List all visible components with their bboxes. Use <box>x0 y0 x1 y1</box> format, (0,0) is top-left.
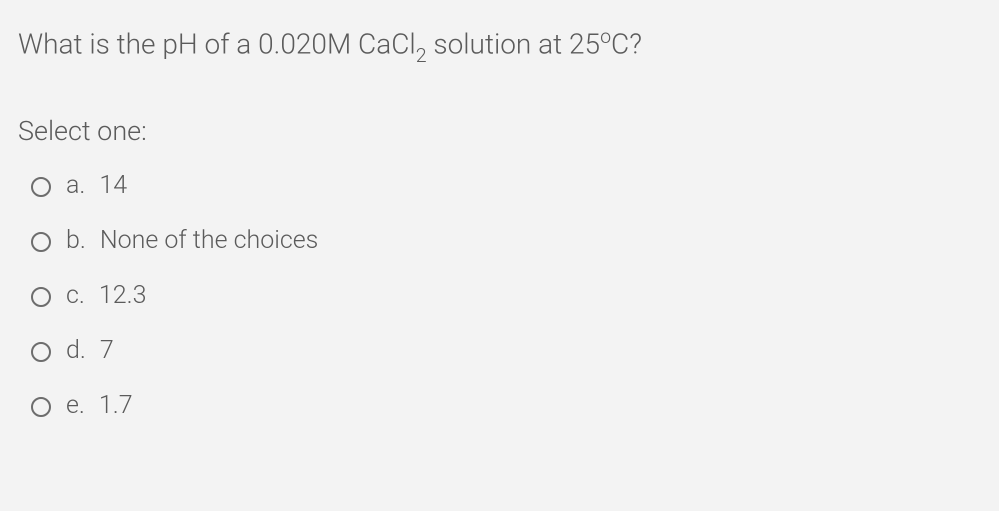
question-sup: o <box>600 25 611 48</box>
question-sub: 2 <box>416 44 427 67</box>
option-text: None of the choices <box>100 226 318 255</box>
question-suffix: C? <box>611 27 642 60</box>
option-letter: d. <box>66 336 86 365</box>
option-radio-c[interactable] <box>31 287 51 307</box>
question-mid: solution at 25 <box>427 27 601 60</box>
select-one-label: Select one: <box>18 115 981 147</box>
question-text: What is the pH of a 0.020M CaCl2 solutio… <box>18 24 981 67</box>
option-radio-d[interactable] <box>31 342 51 362</box>
option-row[interactable]: c. 12.3 <box>26 281 981 310</box>
option-row[interactable]: e. 1.7 <box>26 391 981 420</box>
option-letter: b. <box>66 226 86 255</box>
option-text: 12.3 <box>99 281 147 310</box>
option-row[interactable]: d. 7 <box>26 336 981 365</box>
option-text: 1.7 <box>99 391 133 420</box>
option-text: 7 <box>100 336 114 365</box>
option-letter: e. <box>66 391 85 420</box>
option-text: 14 <box>99 171 127 200</box>
option-radio-b[interactable] <box>31 232 51 252</box>
option-row[interactable]: a. 14 <box>26 171 981 200</box>
question-prefix: What is the pH of a 0.020M CaCl <box>18 27 416 60</box>
option-row[interactable]: b. None of the choices <box>26 226 981 255</box>
option-letter: c. <box>66 281 85 310</box>
question-container: What is the pH of a 0.020M CaCl2 solutio… <box>0 0 999 420</box>
option-radio-a[interactable] <box>31 177 51 197</box>
option-letter: a. <box>66 171 85 200</box>
option-radio-e[interactable] <box>31 397 51 417</box>
options-group: a. 14 b. None of the choices c. 12.3 d. … <box>18 171 981 420</box>
